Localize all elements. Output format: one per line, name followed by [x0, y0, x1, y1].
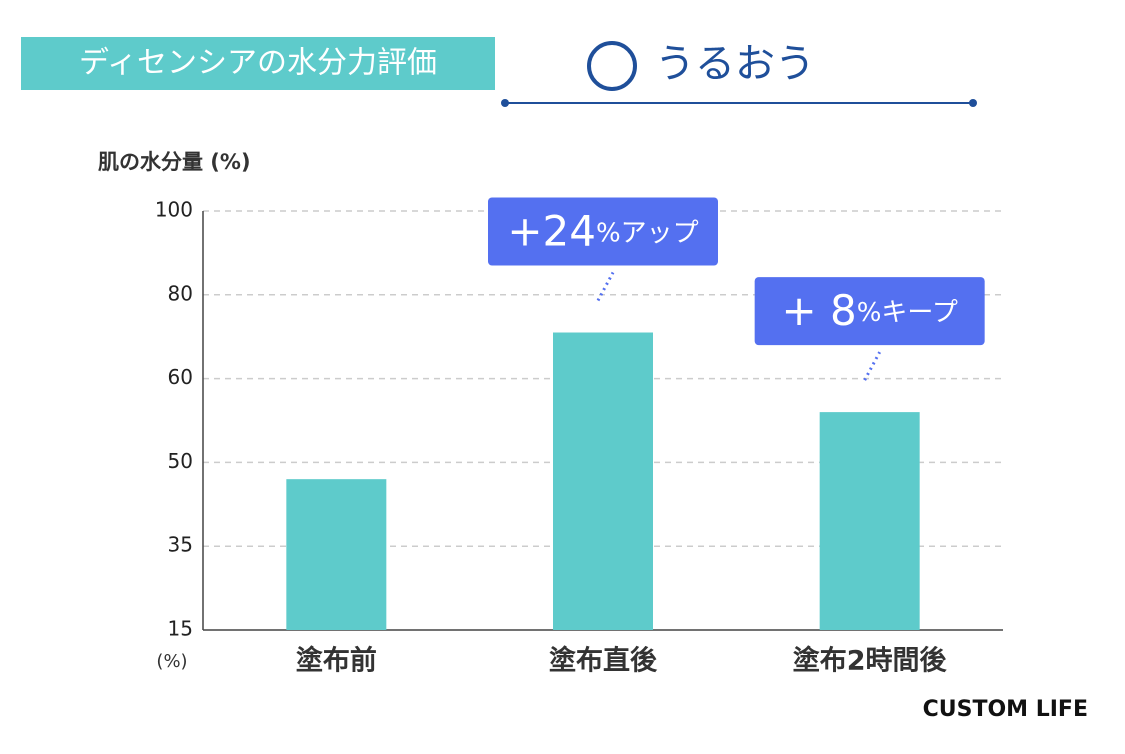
header-label: ディセンシアの水分力評価 — [79, 46, 437, 81]
annotation-pointer — [863, 351, 881, 381]
annotation-box — [754, 277, 985, 346]
y-tick-label: 80 — [168, 281, 193, 305]
annotation-text: %アップ — [596, 218, 699, 248]
y-tick-label: 60 — [168, 365, 193, 389]
y-tick-label: 15 — [168, 617, 193, 641]
y-tick-label: 50 — [168, 449, 193, 473]
logo: CUSTOM LIFE — [923, 697, 1088, 722]
circle-mark — [587, 41, 637, 91]
bar — [819, 412, 920, 630]
header-box — [21, 37, 495, 90]
x-tick-label: 塗布2時間後 — [793, 645, 948, 677]
y-tick-label: 35 — [168, 533, 193, 557]
underline-dot — [501, 99, 509, 107]
annotation-box — [488, 197, 718, 266]
annotation-number: + 8 — [781, 286, 856, 335]
underline-dot — [969, 99, 977, 107]
x-tick-label: 塗布直後 — [549, 645, 658, 677]
bar — [286, 479, 387, 630]
annotation-pointer — [596, 271, 615, 302]
x-tick-label: 塗布前 — [296, 645, 377, 677]
annotation-number: +24 — [507, 206, 596, 255]
annotation: + 8%キープ — [781, 286, 957, 335]
product-name: うるおう — [655, 41, 815, 87]
y-axis-label: 肌の水分量 (%) — [98, 150, 251, 174]
y-tick-label: 100 — [155, 198, 193, 222]
x-unit: (%) — [156, 651, 187, 672]
annotation: +24%アップ — [507, 206, 698, 255]
bar — [553, 332, 653, 630]
annotation-text: %キープ — [857, 298, 958, 328]
